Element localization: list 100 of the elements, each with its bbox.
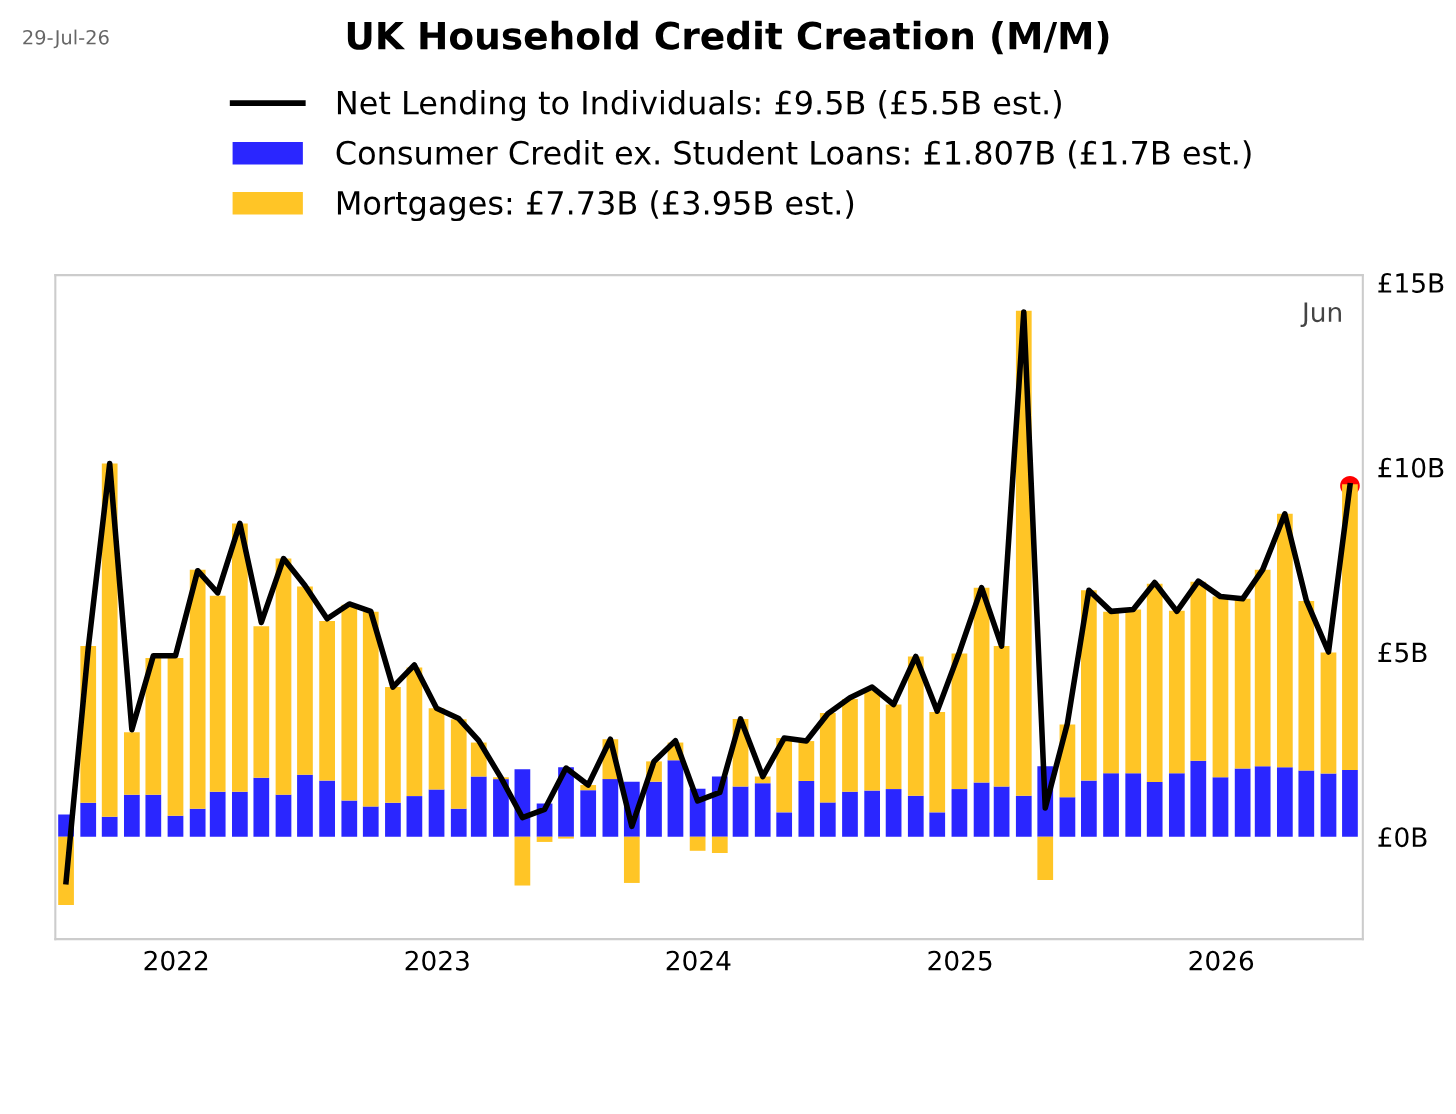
bar <box>1190 581 1207 761</box>
y-tick-label: £0B <box>1378 827 1427 848</box>
bar <box>907 795 924 837</box>
bar <box>1212 777 1229 837</box>
bar <box>1254 569 1271 767</box>
bar <box>1276 767 1293 837</box>
bar <box>189 569 206 809</box>
bar <box>1212 596 1229 778</box>
bar <box>1125 773 1142 837</box>
bar <box>406 667 423 797</box>
bar <box>973 782 990 837</box>
bar <box>297 774 313 837</box>
bar <box>993 786 1010 837</box>
bar <box>1103 611 1119 774</box>
bar <box>385 802 401 837</box>
annotation: Jun <box>1300 302 1341 328</box>
y-tick-label: £15B <box>1378 272 1444 293</box>
bar <box>1125 609 1142 774</box>
bar <box>1190 760 1207 837</box>
bar <box>145 657 162 795</box>
bar <box>885 789 902 837</box>
bar <box>1298 770 1315 837</box>
bar <box>1342 769 1358 837</box>
bar <box>253 777 270 837</box>
bar <box>514 836 531 886</box>
bar <box>1146 782 1163 837</box>
bar <box>711 836 728 854</box>
chart-title: UK Household Credit Creation (M/M) <box>347 20 1109 55</box>
bar <box>362 611 379 807</box>
bar <box>253 626 270 778</box>
x-tick-label: 2022 <box>144 950 208 971</box>
bar <box>864 690 881 791</box>
bar <box>1234 598 1251 769</box>
bar <box>319 620 335 781</box>
bar <box>732 786 749 837</box>
bar <box>297 586 313 775</box>
x-tick-label: 2023 <box>405 950 469 971</box>
y-tick-label: £5B <box>1378 642 1427 663</box>
bar <box>209 595 226 792</box>
x-tick-label: 2025 <box>928 950 992 971</box>
bar <box>1298 601 1315 771</box>
bar <box>341 604 358 801</box>
legend-label: Consumer Credit ex. Student Loans: £1.807B (£1.7B est.) <box>336 140 1251 169</box>
bar <box>1103 773 1119 837</box>
text: 29-Jul-26 <box>23 29 109 49</box>
bar <box>602 779 619 837</box>
bar <box>864 790 881 837</box>
bar <box>842 698 858 792</box>
legend-label: Net Lending to Individuals: £9.5B (£5.5B est.) <box>337 90 1061 121</box>
bar <box>1342 484 1358 770</box>
bar <box>1276 513 1293 768</box>
bar <box>951 653 968 790</box>
bar <box>754 783 771 837</box>
bar <box>101 816 118 837</box>
bar <box>385 687 401 803</box>
bar <box>1146 583 1163 783</box>
y-tick-label: £10B <box>1378 457 1444 478</box>
bar <box>1320 652 1337 774</box>
legend-label: Mortgages: £7.73B (£3.95B est.) <box>337 190 854 222</box>
bar <box>1015 795 1032 837</box>
bar <box>580 790 597 837</box>
bar <box>123 732 140 795</box>
bar <box>1320 773 1337 837</box>
bar <box>428 789 445 837</box>
bar <box>275 794 292 837</box>
bar <box>232 523 248 792</box>
bar <box>929 711 946 813</box>
bar <box>907 656 924 796</box>
bar <box>167 815 184 837</box>
bar <box>167 657 184 816</box>
bar <box>493 779 509 837</box>
bar <box>275 558 292 795</box>
bar <box>819 712 836 803</box>
bar <box>1168 610 1185 774</box>
bar <box>145 794 162 837</box>
bar <box>1081 780 1097 837</box>
bar <box>470 776 487 837</box>
bar <box>842 791 858 837</box>
bar <box>885 704 902 790</box>
bar <box>819 802 836 837</box>
bar <box>646 781 662 837</box>
bar <box>428 708 445 790</box>
bar <box>319 780 335 837</box>
bar <box>189 808 206 837</box>
bar <box>232 791 248 837</box>
bar <box>450 719 467 809</box>
bar <box>123 794 140 837</box>
bar <box>1168 773 1185 837</box>
bar <box>776 738 793 813</box>
bar <box>1037 836 1054 880</box>
bar <box>362 806 379 837</box>
bar <box>798 780 815 837</box>
x-tick-label: 2024 <box>666 950 731 971</box>
bar <box>798 741 815 781</box>
bar <box>667 760 684 837</box>
bar <box>450 808 467 837</box>
bar <box>80 802 97 837</box>
bar <box>951 789 968 837</box>
bar <box>623 836 640 883</box>
bar <box>1234 768 1251 837</box>
